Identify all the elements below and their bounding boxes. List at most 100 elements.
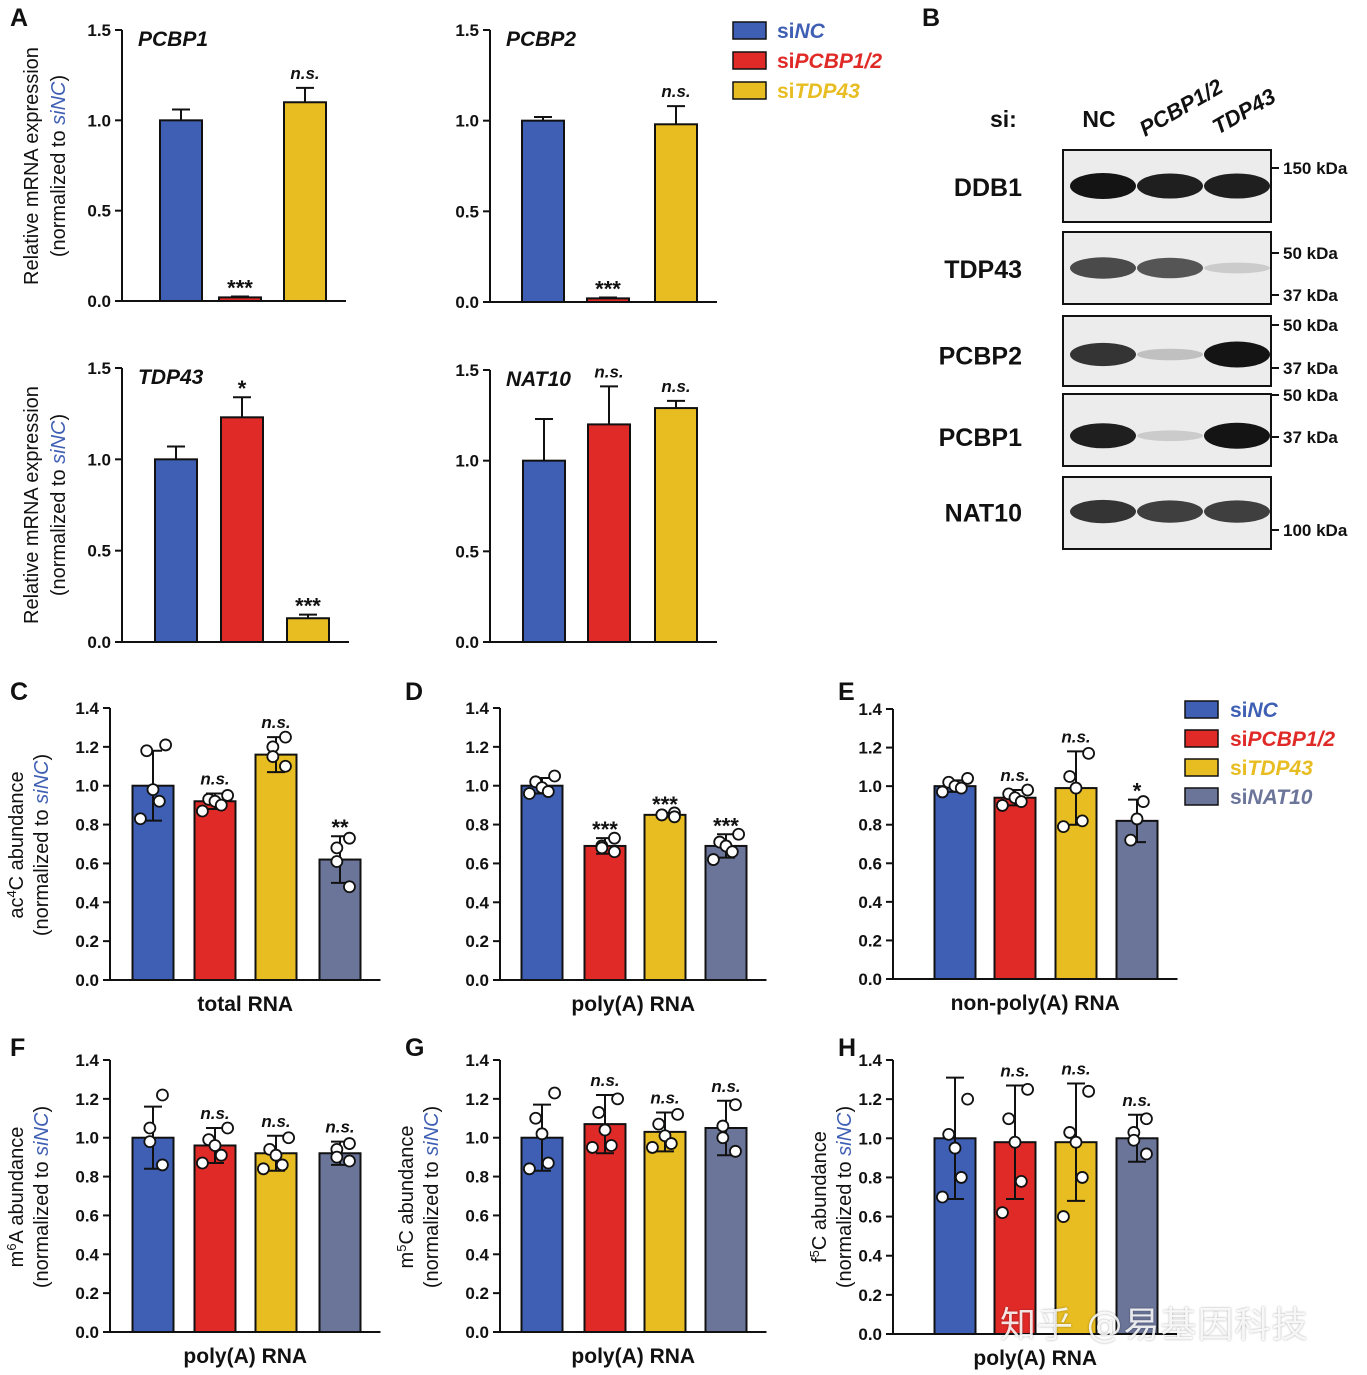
data-point xyxy=(156,1158,169,1172)
y-tick-label: 1.2 xyxy=(465,738,489,757)
data-point xyxy=(595,841,609,855)
data-point xyxy=(729,1144,742,1158)
y-tick-label: 1.2 xyxy=(75,1090,99,1109)
chart-A1: 0.0 0.5 1.0 1.5 *** n.s. PCBP1 xyxy=(87,21,346,311)
protein-label: NAT10 xyxy=(945,500,1022,528)
significance-label: n.s. xyxy=(590,1071,619,1090)
data-point xyxy=(279,730,292,744)
y-tick-label: 0.0 xyxy=(455,633,479,652)
lane-label: PCBP1/2 xyxy=(1135,73,1228,141)
significance-label: n.s. xyxy=(661,377,690,396)
y-tick-label: 1.0 xyxy=(858,1129,882,1148)
legend-swatch-NC xyxy=(1184,700,1219,719)
y-tick-label: 0.8 xyxy=(858,1168,882,1187)
y-axis-label: m5C abundance (normalized to siNC) xyxy=(394,1106,444,1288)
panel-letter-A: A xyxy=(10,4,28,32)
data-point xyxy=(1014,795,1028,808)
y-tick-label: 0.0 xyxy=(465,971,489,990)
data-point xyxy=(586,1141,599,1154)
data-point xyxy=(598,1123,612,1137)
data-point xyxy=(143,1121,157,1135)
data-point xyxy=(1136,795,1150,808)
y-tick-label: 1.4 xyxy=(858,700,882,719)
blot-PCBP1: PCBP1 50 kDa 37 kDa xyxy=(939,386,1338,467)
y-tick-label: 0.5 xyxy=(87,542,111,561)
bar-NC xyxy=(131,1136,175,1333)
legend-label-NC: siNC xyxy=(777,20,826,43)
bar-NAT10 xyxy=(704,844,748,982)
band xyxy=(1204,341,1270,368)
y-axis-label-line2: (normalized to siNC) xyxy=(421,1106,443,1288)
y-tick-label: 0.2 xyxy=(465,1284,489,1303)
x-axis-label: poly(A) RNA xyxy=(571,993,695,1016)
x-axis-label: poly(A) RNA xyxy=(571,1345,695,1368)
y-axis-label: Relative mRNA expression (normalized to s… xyxy=(21,47,70,285)
x-axis-label: total RNA xyxy=(197,993,293,1016)
significance-label: n.s. xyxy=(1061,727,1090,746)
data-point xyxy=(668,810,681,824)
bar-PCBP12 xyxy=(583,1123,627,1333)
bar-TDP43 xyxy=(254,1152,298,1334)
data-point xyxy=(221,1121,235,1135)
data-point xyxy=(330,1150,344,1164)
data-point xyxy=(936,785,949,799)
band xyxy=(1070,342,1136,367)
data-point xyxy=(1057,1210,1070,1223)
data-point xyxy=(948,1141,962,1155)
bar-PCBP12 xyxy=(583,844,627,982)
y-tick-label: 0.0 xyxy=(75,971,99,990)
y-tick-label: 0.0 xyxy=(858,970,882,989)
data-point xyxy=(330,855,344,868)
y-tick-label: 1.0 xyxy=(75,1129,99,1148)
data-point xyxy=(541,785,555,798)
bar-NAT10 xyxy=(1115,819,1159,980)
bar-NAT10 xyxy=(318,1152,362,1334)
y-tick-label: 0.4 xyxy=(75,893,99,912)
protein-label: PCBP2 xyxy=(939,343,1022,371)
panel-letter-H: H xyxy=(838,1034,856,1062)
panel-letter-E: E xyxy=(838,678,855,706)
data-point xyxy=(611,1092,624,1106)
band xyxy=(1070,499,1136,524)
data-point xyxy=(732,827,745,841)
y-axis-label-line2: (normalized to siNC) xyxy=(48,75,70,257)
significance-label: *** xyxy=(592,817,618,842)
legend-swatch-PCBP12 xyxy=(1184,729,1219,748)
y-tick-label: 0.4 xyxy=(465,1245,489,1264)
x-axis-label: poly(A) RNA xyxy=(973,1347,1097,1370)
significance-label: ** xyxy=(331,815,349,840)
chart-E: 0.0 0.2 0.4 0.6 0.8 1.0 1.2 1.4 n.s. n.s. * non-pol… xyxy=(858,700,1178,1015)
data-point xyxy=(140,744,154,758)
y-tick-label: 1.4 xyxy=(858,1051,882,1070)
y-tick-label: 1.0 xyxy=(87,111,111,130)
data-point xyxy=(652,1117,666,1131)
band xyxy=(1070,257,1136,279)
y-tick-label: 0.2 xyxy=(858,1286,882,1305)
data-point xyxy=(671,1108,684,1121)
blot-TDP43: TDP43 50 kDa 37 kDa xyxy=(944,231,1338,305)
data-point xyxy=(1127,1133,1141,1147)
data-point xyxy=(221,789,235,802)
data-point xyxy=(942,1127,956,1141)
data-point xyxy=(275,1158,289,1172)
band xyxy=(1070,173,1136,199)
si-label: si: xyxy=(990,106,1017,132)
y-tick-label: 0.0 xyxy=(455,293,479,312)
data-point xyxy=(716,1131,730,1145)
chart-G: 0.0 0.2 0.4 0.6 0.8 1.0 1.2 1.4 n.s. n.s. n.s. poly… xyxy=(465,1051,767,1368)
panel-letter-F: F xyxy=(10,1034,25,1062)
panel-letter-D: D xyxy=(405,678,423,706)
chart-A3: 0.00.51.01.5****TDP43 xyxy=(87,359,349,652)
data-point xyxy=(1002,1112,1016,1126)
significance-label: n.s. xyxy=(661,82,690,101)
chart-H: 0.0 0.2 0.4 0.6 0.8 1.0 1.2 1.4 n.s. n.s. n.s. poly… xyxy=(858,1051,1178,1370)
y-axis-label: m6A abundance (normalized to siNC) xyxy=(4,1106,54,1288)
bar-TDP43 xyxy=(283,101,327,303)
bar-NC xyxy=(521,119,565,303)
blot-PCBP2: PCBP2 50 kDa 37 kDa xyxy=(939,315,1338,387)
data-point xyxy=(954,1171,968,1184)
data-point xyxy=(1140,1147,1153,1161)
data-point xyxy=(1124,833,1138,847)
significance-label: n.s. xyxy=(1000,1061,1029,1080)
